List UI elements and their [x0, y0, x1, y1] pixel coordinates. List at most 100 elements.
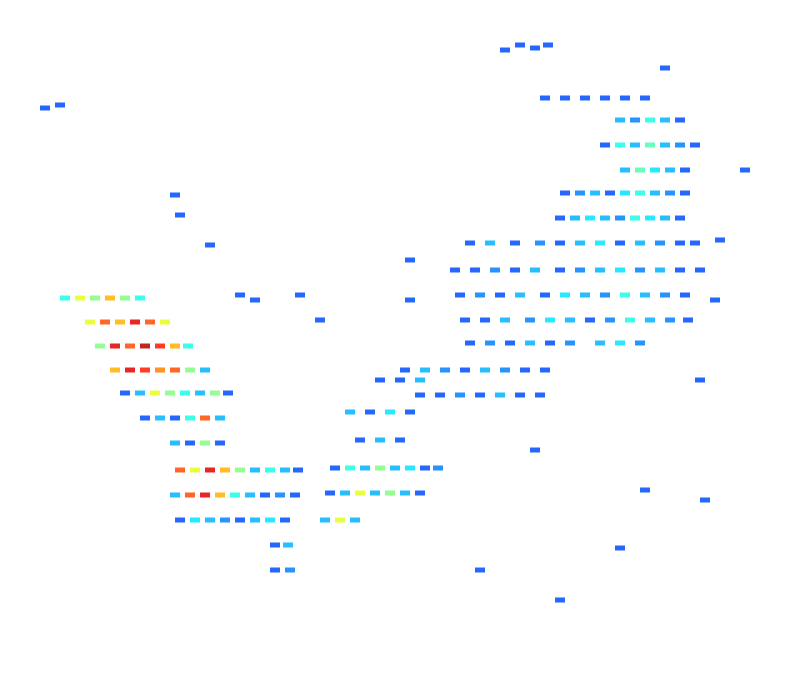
point [415, 491, 425, 496]
point [535, 241, 545, 246]
point [200, 368, 210, 373]
point [365, 410, 375, 415]
point [155, 368, 165, 373]
point [555, 268, 565, 273]
point [455, 293, 465, 298]
point [605, 318, 615, 323]
point [340, 491, 350, 496]
point [585, 216, 595, 221]
point [500, 48, 510, 53]
point [125, 344, 135, 349]
point [220, 468, 230, 473]
point [120, 296, 130, 301]
point [515, 293, 525, 298]
point [500, 368, 510, 373]
point [475, 393, 485, 398]
point [195, 391, 205, 396]
point [183, 344, 193, 349]
point [640, 96, 650, 101]
point [135, 391, 145, 396]
point [515, 393, 525, 398]
point [490, 268, 500, 273]
point [600, 293, 610, 298]
point [485, 241, 495, 246]
point [400, 368, 410, 373]
point [115, 320, 125, 325]
point [615, 241, 625, 246]
point [205, 243, 215, 248]
point [640, 488, 650, 493]
point [465, 341, 475, 346]
point [630, 118, 640, 123]
point [140, 368, 150, 373]
point [140, 416, 150, 421]
point [180, 391, 190, 396]
point [283, 543, 293, 548]
point [615, 118, 625, 123]
point [655, 268, 665, 273]
point [680, 168, 690, 173]
point [675, 216, 685, 221]
point [595, 268, 605, 273]
point [235, 468, 245, 473]
point [520, 368, 530, 373]
point [205, 468, 215, 473]
point [580, 96, 590, 101]
point [555, 598, 565, 603]
point [370, 491, 380, 496]
point [55, 103, 65, 108]
point [460, 368, 470, 373]
point [150, 391, 160, 396]
point [280, 468, 290, 473]
point [545, 341, 555, 346]
point [535, 393, 545, 398]
point [635, 168, 645, 173]
point [595, 341, 605, 346]
point [100, 320, 110, 325]
point [400, 491, 410, 496]
point [615, 268, 625, 273]
point [635, 341, 645, 346]
point [185, 416, 195, 421]
point [360, 466, 370, 471]
point [570, 216, 580, 221]
point [170, 368, 180, 373]
point [650, 191, 660, 196]
point [90, 296, 100, 301]
point [185, 368, 195, 373]
point [210, 391, 220, 396]
point [95, 344, 105, 349]
point [683, 318, 693, 323]
point [245, 493, 255, 498]
point [470, 268, 480, 273]
point [600, 96, 610, 101]
point [185, 493, 195, 498]
point [660, 66, 670, 71]
point [355, 438, 365, 443]
point [500, 318, 510, 323]
point [250, 468, 260, 473]
point [620, 191, 630, 196]
point [665, 168, 675, 173]
point [665, 318, 675, 323]
point [345, 410, 355, 415]
point [355, 491, 365, 496]
point [540, 96, 550, 101]
point [130, 320, 140, 325]
point [495, 293, 505, 298]
point [630, 143, 640, 148]
point [375, 378, 385, 383]
point [375, 466, 385, 471]
point [475, 293, 485, 298]
point [215, 416, 225, 421]
point [600, 143, 610, 148]
point [170, 493, 180, 498]
point [170, 344, 180, 349]
point [620, 293, 630, 298]
point [390, 466, 400, 471]
point [385, 410, 395, 415]
point [40, 106, 50, 111]
point [170, 416, 180, 421]
point [215, 493, 225, 498]
point [320, 518, 330, 523]
